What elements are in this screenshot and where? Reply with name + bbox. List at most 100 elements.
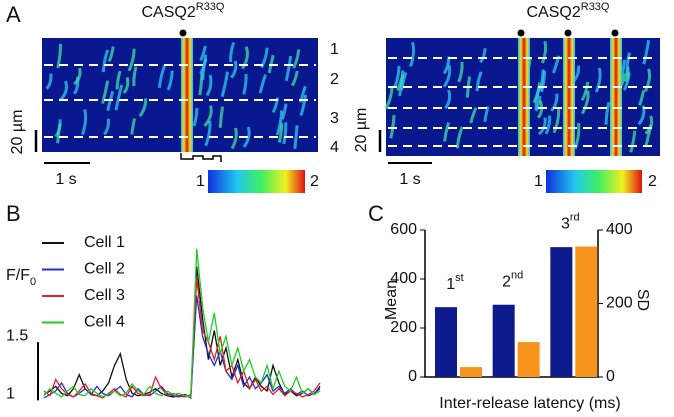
ca-spark [258, 74, 267, 94]
scale-bar-label: 1 s [399, 171, 420, 188]
bar [550, 247, 573, 377]
ca-spark [107, 46, 115, 62]
ca-spark [642, 39, 651, 65]
ca-spark [192, 108, 199, 127]
colorbar-label: 1 [534, 173, 543, 190]
ca-spark [629, 130, 637, 153]
ca-spark [389, 115, 396, 139]
ca-spark [275, 110, 284, 136]
line-scan-image [42, 38, 318, 152]
ca-spark [130, 118, 136, 135]
colorbar-label: 2 [648, 173, 657, 190]
y-tick-label: 1.5 [6, 327, 28, 344]
ca-spark [638, 90, 646, 106]
ca-spark [550, 93, 559, 112]
category-number: 3 [561, 216, 570, 233]
bar [460, 367, 482, 377]
trace [43, 278, 321, 399]
ca-spark [541, 40, 548, 64]
ca-spark [580, 90, 590, 115]
region-label: 4 [330, 139, 339, 156]
ca-spark [625, 52, 632, 77]
ca-spark [106, 90, 115, 111]
ca-spark [157, 64, 167, 88]
bar [435, 307, 457, 377]
ca-spark [56, 123, 62, 144]
panel-label: C [368, 201, 384, 226]
ca-spark [455, 126, 464, 149]
scale-bar-label: 20 µm [9, 110, 26, 155]
ca-spark [290, 70, 299, 87]
ca-spark [138, 98, 148, 118]
ca-spark [277, 123, 284, 143]
ca-spark [230, 127, 238, 150]
ca-spark [132, 66, 138, 87]
ca-spark [393, 65, 401, 87]
region-label: 1 [330, 41, 339, 58]
ca-spark [580, 81, 590, 101]
y2-tick-label: 0 [606, 368, 615, 385]
trace [43, 248, 321, 398]
ca-spark [539, 69, 545, 91]
stimulus-dot [611, 29, 619, 37]
legend-label: Cell 3 [84, 287, 125, 304]
legend-label: Cell 1 [84, 234, 125, 251]
trace [43, 266, 321, 400]
ca-spark [457, 61, 464, 83]
category-number: 1 [446, 276, 455, 293]
ca-spark [204, 120, 212, 147]
bracket [180, 153, 222, 162]
ca-spark [534, 95, 542, 112]
category-label: 1st [446, 272, 463, 293]
ca-spark [114, 84, 124, 111]
ca-transient [181, 38, 193, 152]
colorbar-label: 1 [196, 173, 205, 190]
ca-spark [241, 46, 249, 70]
ca-spark [284, 55, 293, 82]
y-axis-label: Mean [383, 280, 400, 320]
legend-label: Cell 4 [84, 314, 125, 331]
colorbar [546, 170, 642, 193]
panel-label: B [6, 201, 21, 226]
panel-label: A [6, 2, 21, 27]
ca-transient [610, 38, 622, 156]
ca-spark [537, 117, 547, 136]
ca-spark [475, 71, 483, 92]
stimulus-dot [564, 29, 572, 37]
ca-spark [205, 74, 213, 97]
ca-spark [242, 73, 248, 95]
ca-spark [122, 77, 130, 95]
ca-spark [199, 45, 207, 62]
bar [517, 342, 540, 377]
ca-spark [604, 101, 611, 125]
ca-spark [203, 105, 213, 127]
scale-bar-label: 20 µm [353, 108, 370, 153]
ca-spark [280, 103, 288, 120]
ca-spark [229, 41, 236, 63]
y-axis-label: F/F0 [6, 267, 36, 288]
y2-axis-label: SD [634, 289, 651, 311]
category-number: 2 [502, 274, 511, 291]
ca-spark [115, 70, 122, 90]
ca-spark [127, 48, 136, 72]
ca-spark [536, 99, 544, 119]
y-tick-label: 200 [390, 319, 417, 336]
ca-spark [400, 72, 408, 91]
ca-spark [644, 124, 653, 148]
ca-spark [442, 65, 452, 88]
ca-spark [56, 43, 62, 69]
category-suffix: nd [511, 270, 523, 282]
ca-spark [409, 41, 416, 67]
y2-tick-label: 200 [606, 295, 633, 312]
ca-spark [469, 107, 478, 124]
y2-tick-label: 400 [606, 221, 633, 238]
y-tick-label: 400 [390, 270, 417, 287]
ca-spark [166, 70, 174, 91]
scale-bar-label: 1 s [55, 171, 76, 188]
ca-spark [59, 80, 68, 102]
ca-spark [293, 125, 299, 150]
ca-spark [220, 71, 229, 98]
ca-spark [299, 94, 308, 116]
plots: 1 1.5 Cell 1 Cell 2 Cell 3 Cell 4 0 200 400 600 0 2… [6, 211, 651, 402]
